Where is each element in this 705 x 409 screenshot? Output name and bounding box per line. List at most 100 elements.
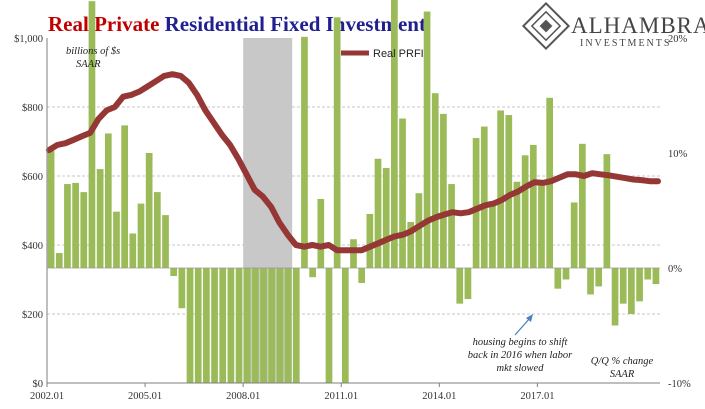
logo-emblem-icon xyxy=(521,1,571,51)
bar xyxy=(595,268,603,287)
bar xyxy=(153,192,161,268)
left-tick-label: $1,000 xyxy=(14,34,43,45)
bar xyxy=(464,268,472,300)
bar xyxy=(170,268,178,277)
bar xyxy=(399,118,406,268)
bar xyxy=(570,202,578,268)
right-tick-label: 10% xyxy=(668,149,688,160)
bar xyxy=(611,268,619,326)
bar xyxy=(235,268,243,383)
bar xyxy=(505,115,513,268)
bar xyxy=(619,268,627,304)
left-tick-label: $0 xyxy=(33,379,44,390)
recession-shade xyxy=(243,38,293,383)
shift-annotation: housing begins to shift back in 2016 whe… xyxy=(468,314,573,374)
bar xyxy=(628,268,635,314)
bar xyxy=(186,268,194,383)
axes xyxy=(46,38,660,384)
logo-name: ALHAMBRA xyxy=(571,13,705,38)
bar xyxy=(513,181,521,268)
bar xyxy=(113,211,120,268)
bar xyxy=(652,268,660,285)
bar xyxy=(227,268,235,383)
bar-series xyxy=(47,0,660,383)
bar xyxy=(489,201,496,268)
bar xyxy=(538,185,545,268)
x-tick-label: 2011.01 xyxy=(324,391,358,402)
bar xyxy=(80,192,88,268)
bar xyxy=(284,268,292,383)
bar xyxy=(407,222,415,268)
bar xyxy=(341,268,349,383)
qq-note-line2: SAAR xyxy=(610,369,635,380)
bar xyxy=(325,268,333,383)
x-tick-label: 2014.01 xyxy=(422,391,456,402)
bar xyxy=(145,153,153,268)
legend: Real PRFI xyxy=(341,48,424,60)
shift-note-line1: housing begins to shift xyxy=(473,337,569,348)
bar xyxy=(579,143,586,268)
bar xyxy=(374,158,382,268)
bar xyxy=(480,126,488,268)
bar xyxy=(252,268,259,383)
bar xyxy=(382,167,390,268)
bar xyxy=(391,0,398,268)
bar xyxy=(529,144,537,268)
bar xyxy=(104,133,112,268)
bar xyxy=(129,233,137,268)
qq-note-line1: Q/Q % change xyxy=(591,356,654,367)
bar xyxy=(260,268,267,383)
units-note-line1: billions of $s xyxy=(66,46,120,57)
bar xyxy=(121,125,128,269)
bar xyxy=(219,268,227,383)
bar xyxy=(211,268,218,383)
right-tick-label: 20% xyxy=(668,34,688,45)
title-part-red: Real Private xyxy=(48,12,159,36)
x-tick-label: 2005.01 xyxy=(128,391,162,402)
bar xyxy=(521,155,529,268)
bar xyxy=(162,215,169,268)
x-axis-ticks: 2002.01 2005.01 2008.01 2011.01 2014.01 2017.… xyxy=(30,383,554,402)
bar xyxy=(423,11,431,269)
shift-arrow-head xyxy=(526,314,533,322)
logo: ALHAMBRA INVESTMENTS xyxy=(521,1,705,51)
units-note: billions of $s SAAR xyxy=(66,46,120,70)
bar xyxy=(178,268,186,309)
bar xyxy=(366,213,374,268)
right-axis-ticks: -10% 0% 10% 20% xyxy=(668,34,691,390)
shift-note-line3: mkt slowed xyxy=(497,363,545,374)
right-tick-label: 0% xyxy=(668,264,682,275)
x-tick-label: 2002.01 xyxy=(30,391,64,402)
bar xyxy=(431,93,439,268)
bar xyxy=(448,184,455,268)
shift-note-line2: back in 2016 when labor xyxy=(468,350,573,361)
bar xyxy=(554,268,562,289)
logo-subtitle: INVESTMENTS xyxy=(580,38,671,49)
left-tick-label: $600 xyxy=(22,172,43,183)
bar xyxy=(636,268,643,302)
bar xyxy=(562,268,570,280)
units-note-line2: SAAR xyxy=(76,59,101,70)
bar xyxy=(72,182,79,268)
line-series-real-prfi xyxy=(46,71,661,254)
x-tick-label: 2017.01 xyxy=(520,391,554,402)
bar xyxy=(309,268,316,278)
legend-label: Real PRFI xyxy=(373,48,424,60)
left-tick-label: $400 xyxy=(22,241,43,252)
bar xyxy=(137,203,145,268)
bar xyxy=(301,36,308,268)
bar xyxy=(194,268,202,383)
bar xyxy=(243,268,251,383)
bar xyxy=(456,268,464,304)
title-group: Real Private Residential Fixed Investmen… xyxy=(48,12,426,36)
bar xyxy=(96,169,104,268)
bar xyxy=(603,154,611,268)
bar xyxy=(587,268,594,295)
bar xyxy=(350,239,357,268)
bar xyxy=(292,268,300,383)
bar xyxy=(333,17,341,268)
bar xyxy=(55,253,63,268)
bar xyxy=(440,113,447,269)
left-tick-label: $200 xyxy=(22,310,43,321)
